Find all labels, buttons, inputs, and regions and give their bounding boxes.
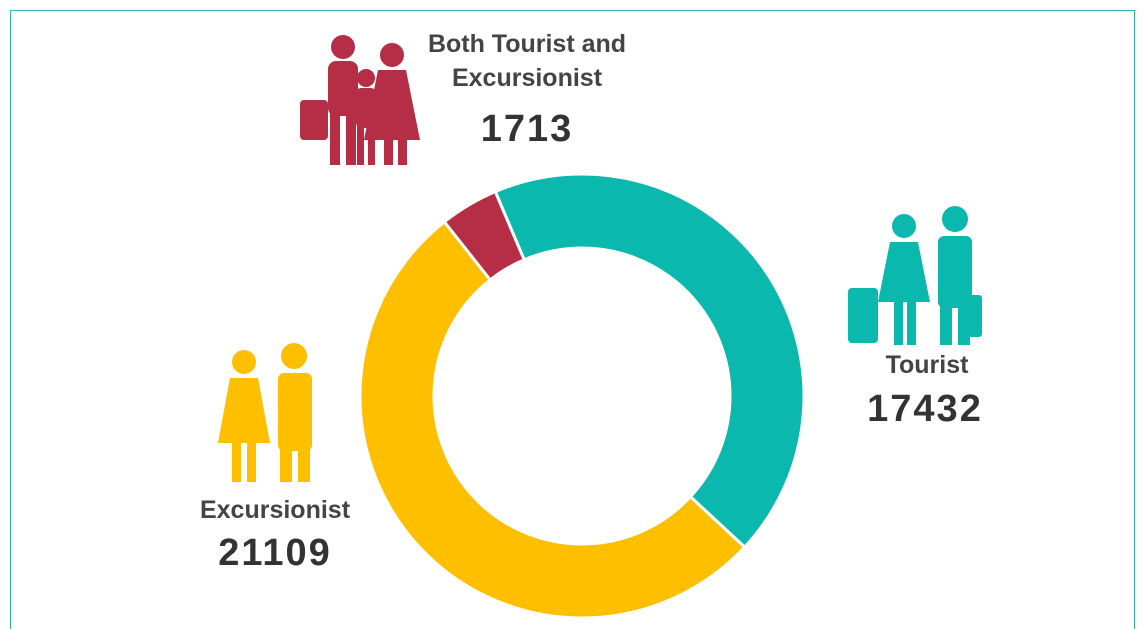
excursionist-icon (218, 343, 312, 482)
legend-label: Excursionist (199, 496, 351, 524)
frame (10, 10, 1135, 629)
family-icon (300, 35, 420, 165)
value-label: 1713 (480, 108, 574, 150)
value-label: 17432 (867, 388, 983, 430)
donut-segment (442, 189, 527, 282)
value-label: 21109 (218, 532, 332, 574)
legend-label: Tourist (885, 351, 969, 379)
legend-label: Both Tourist and Excursionist (427, 30, 627, 92)
donut-segment (358, 219, 747, 620)
donut-segment (493, 172, 806, 550)
tourist-icon (848, 206, 982, 345)
